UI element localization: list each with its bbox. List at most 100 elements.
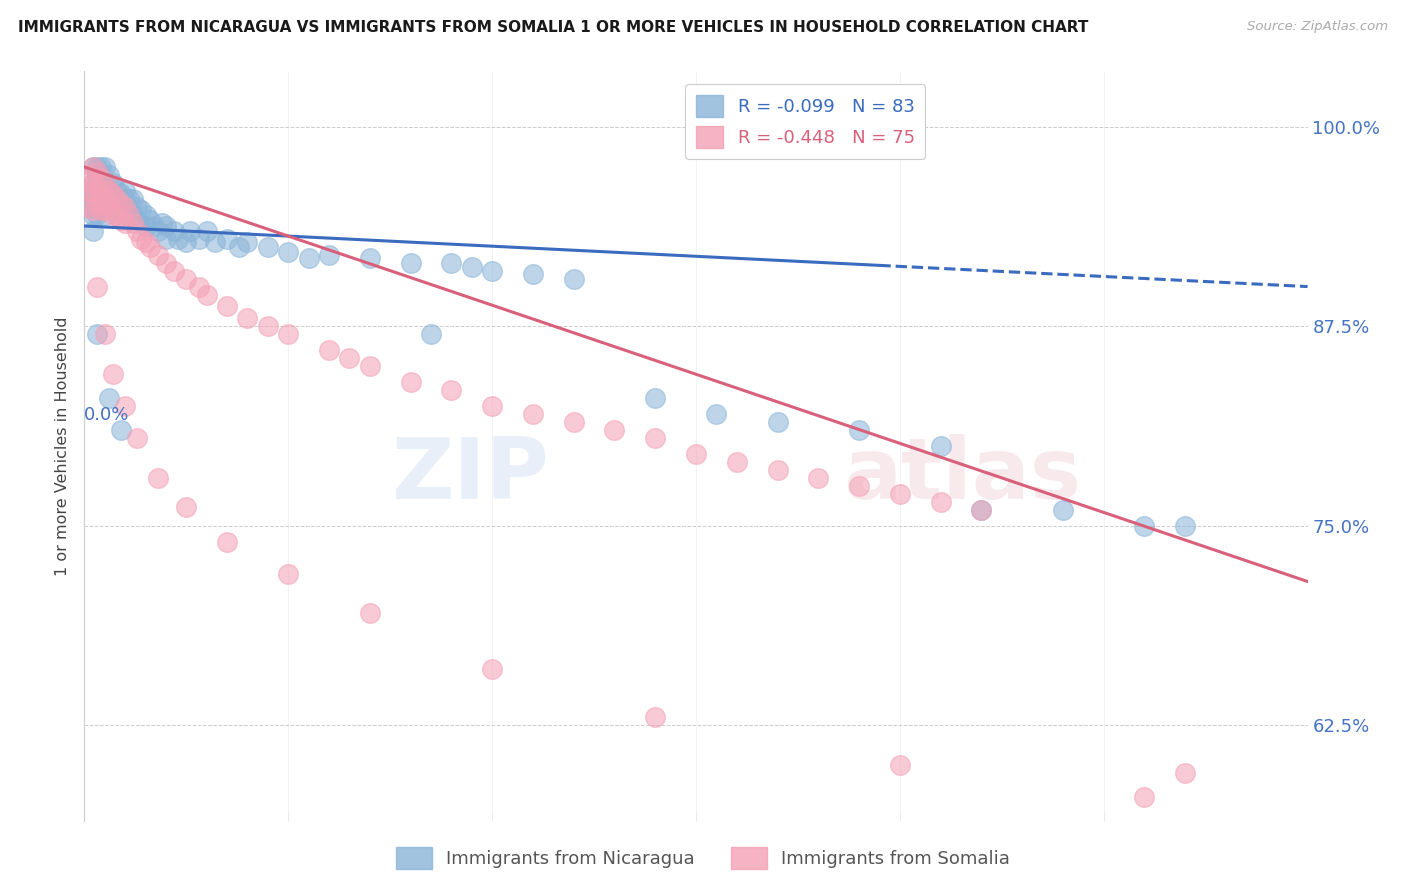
Point: [135, 219, 157, 233]
Point: [163, 224, 186, 238]
Point: [195, 287, 218, 301]
Point: [77, 168, 100, 182]
Point: [1133, 518, 1156, 533]
Point: [420, 327, 443, 342]
Point: [122, 192, 145, 206]
Point: [90, 184, 112, 198]
Point: [127, 431, 149, 445]
Point: [93, 176, 115, 190]
Text: 0.0%: 0.0%: [84, 406, 129, 425]
Point: [522, 407, 544, 421]
Point: [101, 187, 124, 202]
Point: [82, 208, 104, 222]
Point: [970, 502, 993, 516]
Point: [1052, 502, 1074, 516]
Point: [118, 192, 141, 206]
Point: [86, 327, 108, 342]
Point: [97, 184, 120, 198]
Point: [110, 200, 132, 214]
Point: [77, 184, 100, 198]
Point: [110, 196, 132, 211]
Point: [174, 271, 197, 285]
Point: [461, 260, 484, 275]
Point: [93, 327, 115, 342]
Point: [399, 376, 422, 390]
Point: [481, 662, 503, 676]
Point: [82, 160, 104, 174]
Point: [93, 208, 115, 222]
Point: [101, 368, 124, 382]
Point: [105, 192, 128, 206]
Point: [101, 176, 124, 190]
Point: [644, 391, 666, 405]
Point: [122, 216, 145, 230]
Point: [86, 180, 108, 194]
Point: [318, 248, 340, 262]
Point: [187, 232, 209, 246]
Point: [138, 240, 160, 254]
Point: [167, 232, 190, 246]
Point: [97, 200, 120, 214]
Point: [127, 224, 149, 238]
Point: [1133, 789, 1156, 804]
Point: [90, 200, 112, 214]
Point: [179, 224, 201, 238]
Point: [142, 219, 165, 233]
Point: [150, 216, 173, 230]
Point: [236, 235, 259, 249]
Point: [889, 487, 911, 501]
Point: [90, 171, 112, 186]
Point: [277, 327, 299, 342]
Point: [90, 168, 112, 182]
Point: [339, 351, 361, 366]
Point: [174, 500, 197, 514]
Point: [77, 184, 100, 198]
Point: [82, 192, 104, 206]
Point: [101, 208, 124, 222]
Point: [155, 219, 177, 233]
Point: [440, 255, 463, 269]
Point: [97, 391, 120, 405]
Point: [138, 212, 160, 227]
Point: [90, 202, 112, 217]
Point: [562, 271, 585, 285]
Point: [298, 251, 321, 265]
Point: [86, 165, 108, 179]
Point: [105, 208, 128, 222]
Point: [86, 192, 108, 206]
Point: [82, 187, 104, 202]
Point: [82, 176, 104, 190]
Point: [163, 263, 186, 277]
Point: [146, 248, 169, 262]
Point: [706, 407, 728, 421]
Point: [228, 240, 250, 254]
Point: [105, 208, 128, 222]
Point: [114, 216, 136, 230]
Point: [97, 184, 120, 198]
Point: [97, 200, 120, 214]
Point: [146, 224, 169, 238]
Point: [82, 202, 104, 217]
Point: [644, 431, 666, 445]
Point: [481, 263, 503, 277]
Point: [257, 319, 280, 334]
Point: [155, 255, 177, 269]
Point: [135, 235, 157, 249]
Text: Source: ZipAtlas.com: Source: ZipAtlas.com: [1247, 20, 1388, 33]
Point: [114, 399, 136, 413]
Point: [114, 192, 136, 206]
Point: [118, 202, 141, 217]
Point: [644, 710, 666, 724]
Point: [848, 479, 870, 493]
Point: [105, 184, 128, 198]
Point: [1174, 518, 1197, 533]
Point: [93, 176, 115, 190]
Point: [127, 212, 149, 227]
Point: [257, 240, 280, 254]
Point: [481, 399, 503, 413]
Point: [725, 455, 748, 469]
Point: [93, 192, 115, 206]
Point: [114, 184, 136, 198]
Point: [929, 439, 952, 453]
Point: [217, 232, 239, 246]
